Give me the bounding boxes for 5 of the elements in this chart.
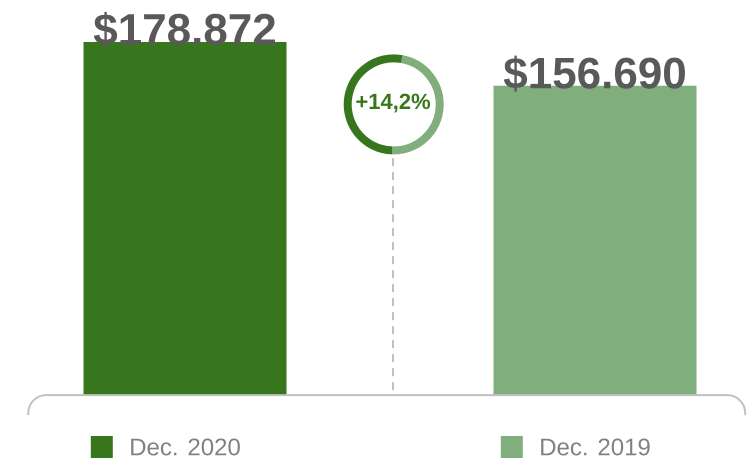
annotation: +14,2% <box>356 94 430 112</box>
x-tick-label: Dec. 2019 <box>541 438 650 456</box>
data-label: $178.872 <box>94 12 275 48</box>
data-label: $156.690 <box>504 56 685 92</box>
x-tick-label: Dec. 2020 <box>131 438 240 456</box>
